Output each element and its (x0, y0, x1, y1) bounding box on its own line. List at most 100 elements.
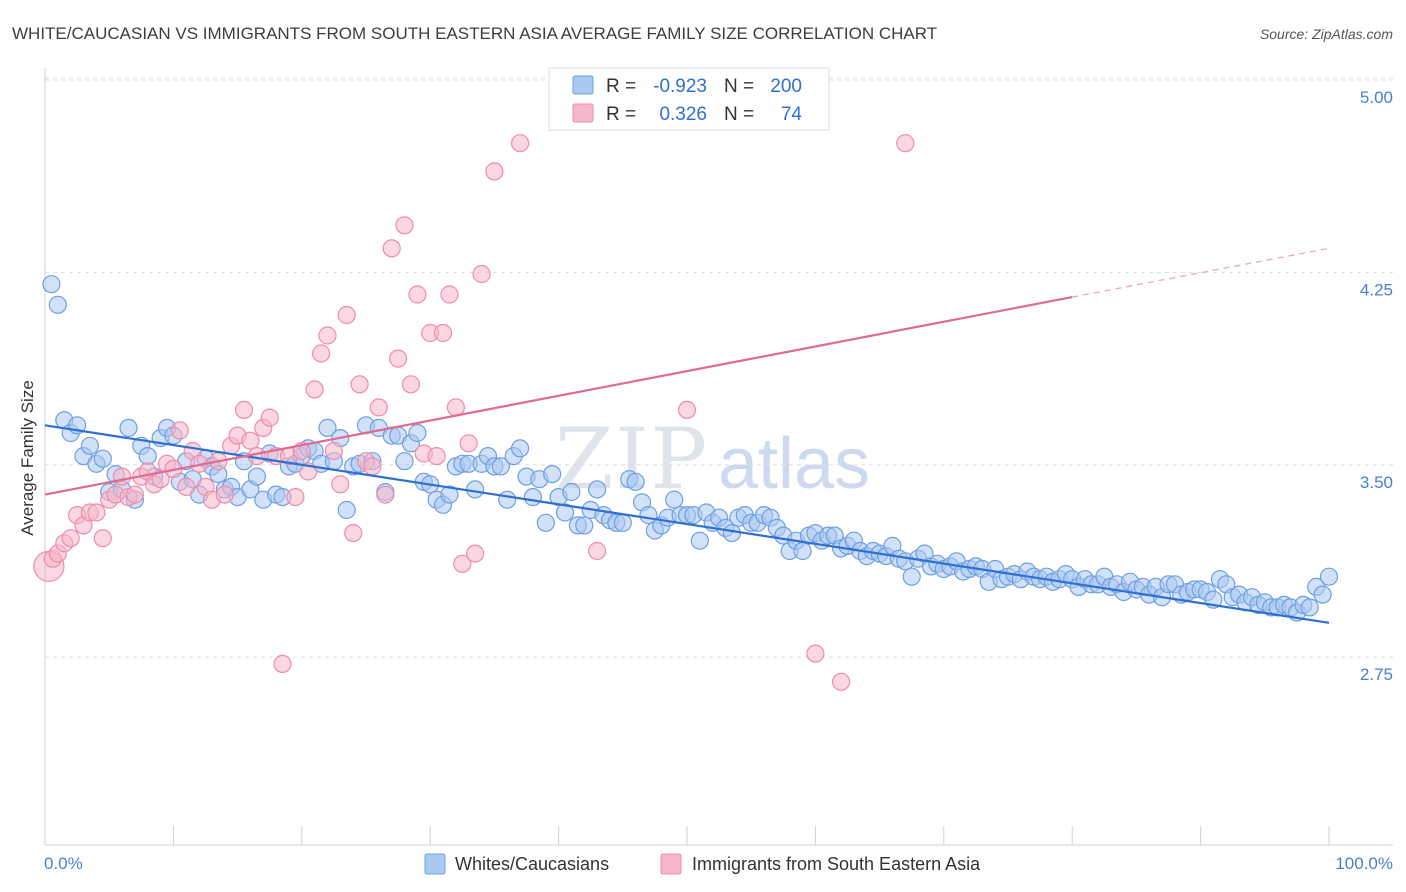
trendline-immigrants (44, 295, 1073, 496)
y-tick-labels: 5.00 4.25 3.50 2.75 (1360, 88, 1393, 684)
watermark-atlas: atlas (718, 424, 870, 504)
series-legend: Whites/Caucasians Immigrants from South … (424, 853, 981, 875)
data-point (491, 457, 510, 476)
data-point (241, 431, 260, 450)
data-point (170, 421, 189, 440)
data-point (902, 567, 921, 586)
series-immigrants-points (33, 134, 915, 691)
data-point (337, 305, 356, 325)
data-point (613, 513, 632, 532)
y-axis-title: Average Family Size (18, 380, 37, 536)
legend-swatch-pink (572, 103, 594, 123)
data-point (543, 465, 562, 484)
x-ticks (172, 826, 1330, 845)
data-point (690, 531, 709, 550)
data-point (312, 344, 331, 363)
data-point (48, 295, 67, 314)
legend-n-label-pink: N = (724, 104, 754, 125)
data-point (87, 503, 106, 522)
legend-n-value-blue: 200 (770, 76, 802, 97)
data-point (350, 375, 369, 394)
data-point (408, 423, 427, 443)
data-point (389, 349, 408, 368)
bottom-legend-swatch-pink (660, 853, 682, 875)
data-point (536, 513, 555, 532)
data-point (722, 523, 742, 543)
data-point (510, 439, 530, 458)
data-point (286, 488, 305, 507)
data-point (318, 326, 337, 345)
data-point (395, 216, 414, 235)
chart-title: WHITE/CAUCASIAN VS IMMIGRANTS FROM SOUTH… (12, 24, 937, 43)
bottom-legend-label-blue: Whites/Caucasians (455, 854, 609, 874)
data-point (523, 488, 543, 507)
data-point (427, 447, 446, 466)
data-point (324, 441, 343, 461)
data-point (562, 482, 581, 502)
data-point (408, 285, 427, 304)
data-point (42, 275, 61, 294)
data-point (466, 544, 485, 563)
data-point (1313, 585, 1332, 604)
data-point (376, 485, 395, 504)
data-point (485, 162, 504, 181)
data-point (587, 480, 607, 499)
y-tick-label: 5.00 (1360, 88, 1393, 107)
gridlines (45, 77, 1393, 658)
data-point (793, 541, 812, 561)
data-point (575, 516, 594, 535)
data-point (337, 500, 356, 520)
data-point (677, 400, 697, 419)
data-point (119, 418, 138, 437)
trendline-whites (44, 424, 1330, 624)
data-point (331, 475, 350, 494)
data-point (472, 264, 491, 284)
y-tick-label: 2.75 (1360, 665, 1393, 684)
data-point (498, 490, 517, 509)
legend-r-value-blue: -0.923 (653, 76, 707, 97)
data-point (234, 400, 254, 419)
data-point (433, 323, 453, 343)
data-point (626, 472, 645, 491)
data-point (363, 457, 382, 476)
correlation-legend: R = -0.923 N = 200 R = 0.326 N = 74 (548, 67, 830, 131)
data-point (344, 523, 363, 543)
y-tick-label: 4.25 (1360, 280, 1393, 299)
data-point (177, 477, 196, 496)
data-point (369, 398, 388, 417)
data-point (215, 485, 234, 504)
data-point (260, 408, 279, 427)
legend-swatch-blue (572, 75, 594, 95)
data-point (459, 434, 478, 453)
data-point (806, 644, 825, 663)
data-point (247, 467, 266, 486)
bottom-legend-swatch-blue (424, 853, 446, 875)
legend-box (548, 67, 830, 131)
y-tick-label: 3.50 (1360, 473, 1393, 492)
data-point (93, 449, 112, 468)
x-tick-label-max: 100.0% (1335, 854, 1393, 873)
data-point (273, 654, 292, 674)
data-point (112, 467, 132, 486)
data-point (440, 285, 459, 304)
x-tick-label-min: 0.0% (44, 854, 83, 873)
data-point (125, 485, 144, 504)
data-point (440, 485, 459, 504)
data-point (1300, 598, 1319, 617)
data-point (151, 470, 170, 489)
data-point (138, 447, 157, 466)
trendlines (44, 247, 1330, 624)
data-point (587, 541, 607, 561)
data-point (453, 554, 472, 573)
bottom-legend-label-pink: Immigrants from South Eastern Asia (692, 854, 981, 874)
data-point (395, 452, 414, 471)
data-point (510, 134, 530, 153)
data-point (318, 418, 337, 437)
data-point (382, 239, 401, 258)
legend-n-value-pink: 74 (781, 104, 803, 125)
legend-r-label-pink: R = (606, 104, 636, 125)
legend-r-label-blue: R = (606, 76, 636, 97)
chart-source: Source: ZipAtlas.com (1260, 26, 1393, 42)
legend-r-value-pink: 0.326 (659, 104, 707, 125)
